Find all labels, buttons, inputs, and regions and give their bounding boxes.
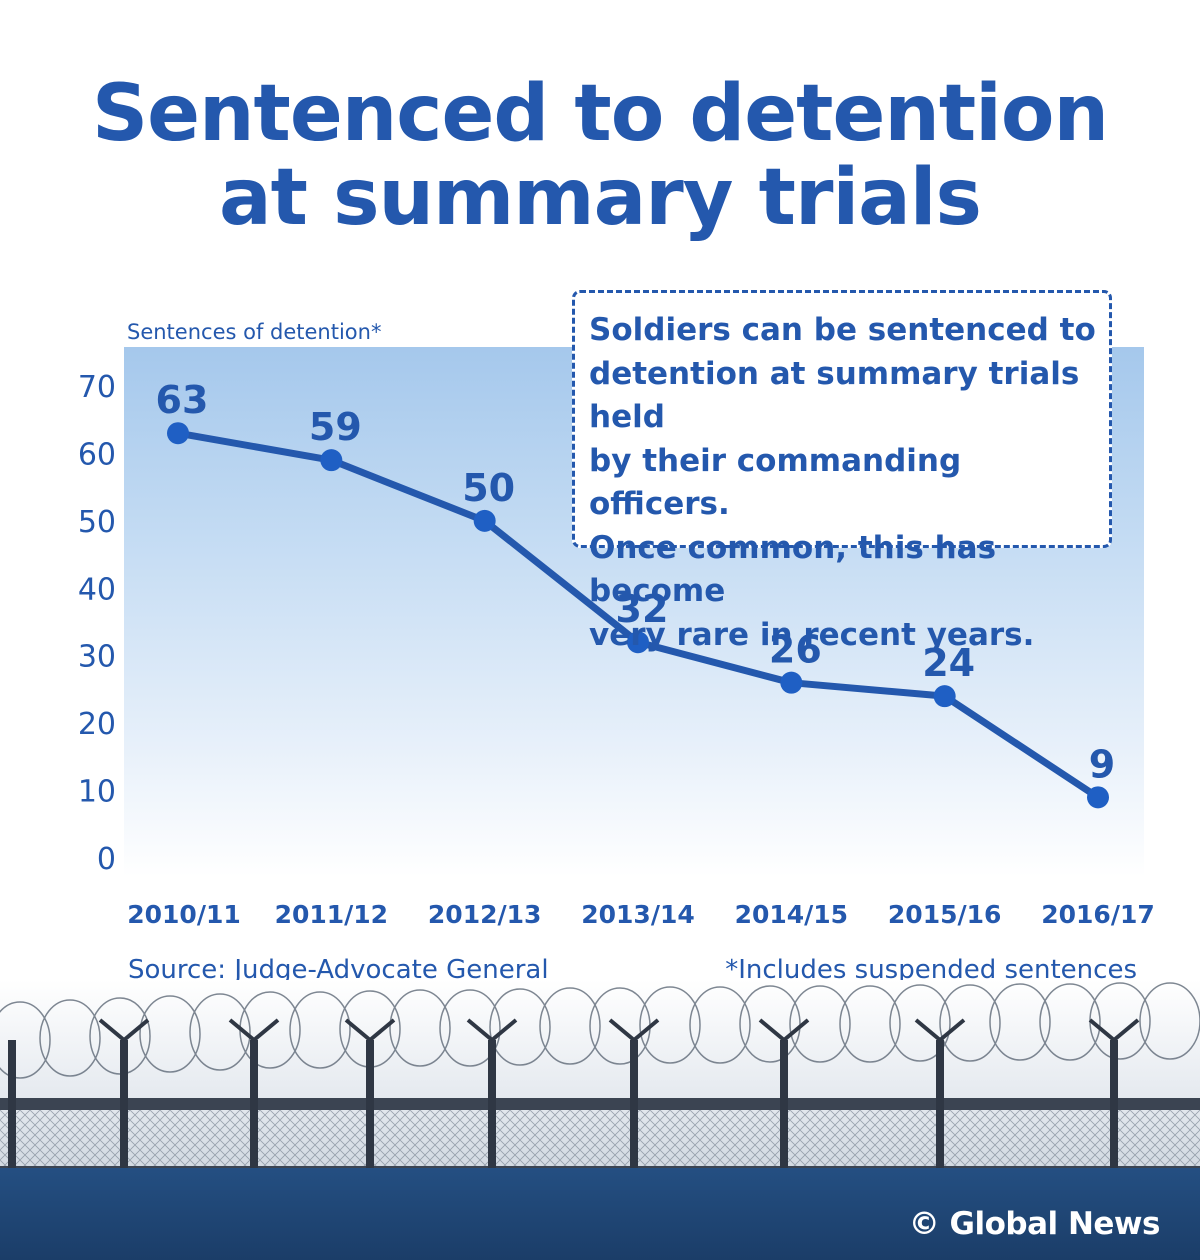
data-label: 24 [922, 641, 975, 685]
data-label: 63 [156, 378, 209, 422]
x-tick-label: 2012/13 [428, 900, 542, 929]
y-tick-label: 60 [78, 437, 116, 472]
credit-logo: © Global News [908, 1206, 1161, 1242]
data-label: 32 [616, 587, 669, 631]
y-axis-title: Sentences of detention* [127, 320, 382, 344]
data-point [320, 449, 343, 472]
y-tick-label: 40 [78, 572, 116, 607]
data-point [627, 631, 649, 654]
chart-title-line-1: Sentenced to detention [91, 69, 1109, 159]
y-tick-label: 10 [78, 775, 116, 810]
chart-title-line-2: at summary trials [219, 153, 982, 243]
y-tick-label: 0 [97, 842, 116, 877]
annotation-line-3: by their commanding officers. [589, 442, 962, 523]
x-tick-label: 2011/12 [275, 900, 389, 929]
data-label: 59 [309, 405, 362, 449]
annotation-line-4: Once common, this has become [589, 529, 997, 610]
data-label: 9 [1089, 742, 1115, 786]
x-tick-label: 2016/17 [1041, 900, 1155, 929]
bottom-band [0, 1168, 1200, 1260]
data-point [167, 422, 189, 445]
y-tick-label: 20 [78, 707, 116, 742]
x-tick-label: 2013/14 [581, 900, 695, 929]
data-label: 26 [769, 628, 822, 672]
annotation-box: Soldiers can be sentenced to detention a… [572, 290, 1112, 653]
data-point [780, 671, 803, 694]
chart-title: Sentenced to detention at summary trials [0, 72, 1200, 240]
data-point [933, 685, 956, 708]
annotation-line-1: Soldiers can be sentenced to [589, 312, 1096, 348]
annotation-line-2: detention at summary trials held [589, 355, 1080, 436]
y-tick-label: 70 [78, 370, 116, 405]
data-label: 50 [462, 466, 515, 510]
x-tick-label: 2014/15 [735, 900, 849, 929]
y-tick-label: 50 [78, 505, 116, 540]
x-tick-label: 2015/16 [888, 900, 1002, 929]
line-chart: 0 10 20 30 40 50 60 70 2010/11 2011/12 2012/13 2013… [78, 370, 1155, 929]
y-tick-label: 30 [78, 640, 116, 675]
annotation-line-5: very rare in recent years. [589, 616, 1035, 653]
x-tick-label: 2010/11 [127, 900, 241, 929]
data-point [473, 509, 496, 532]
data-point [1087, 786, 1109, 809]
